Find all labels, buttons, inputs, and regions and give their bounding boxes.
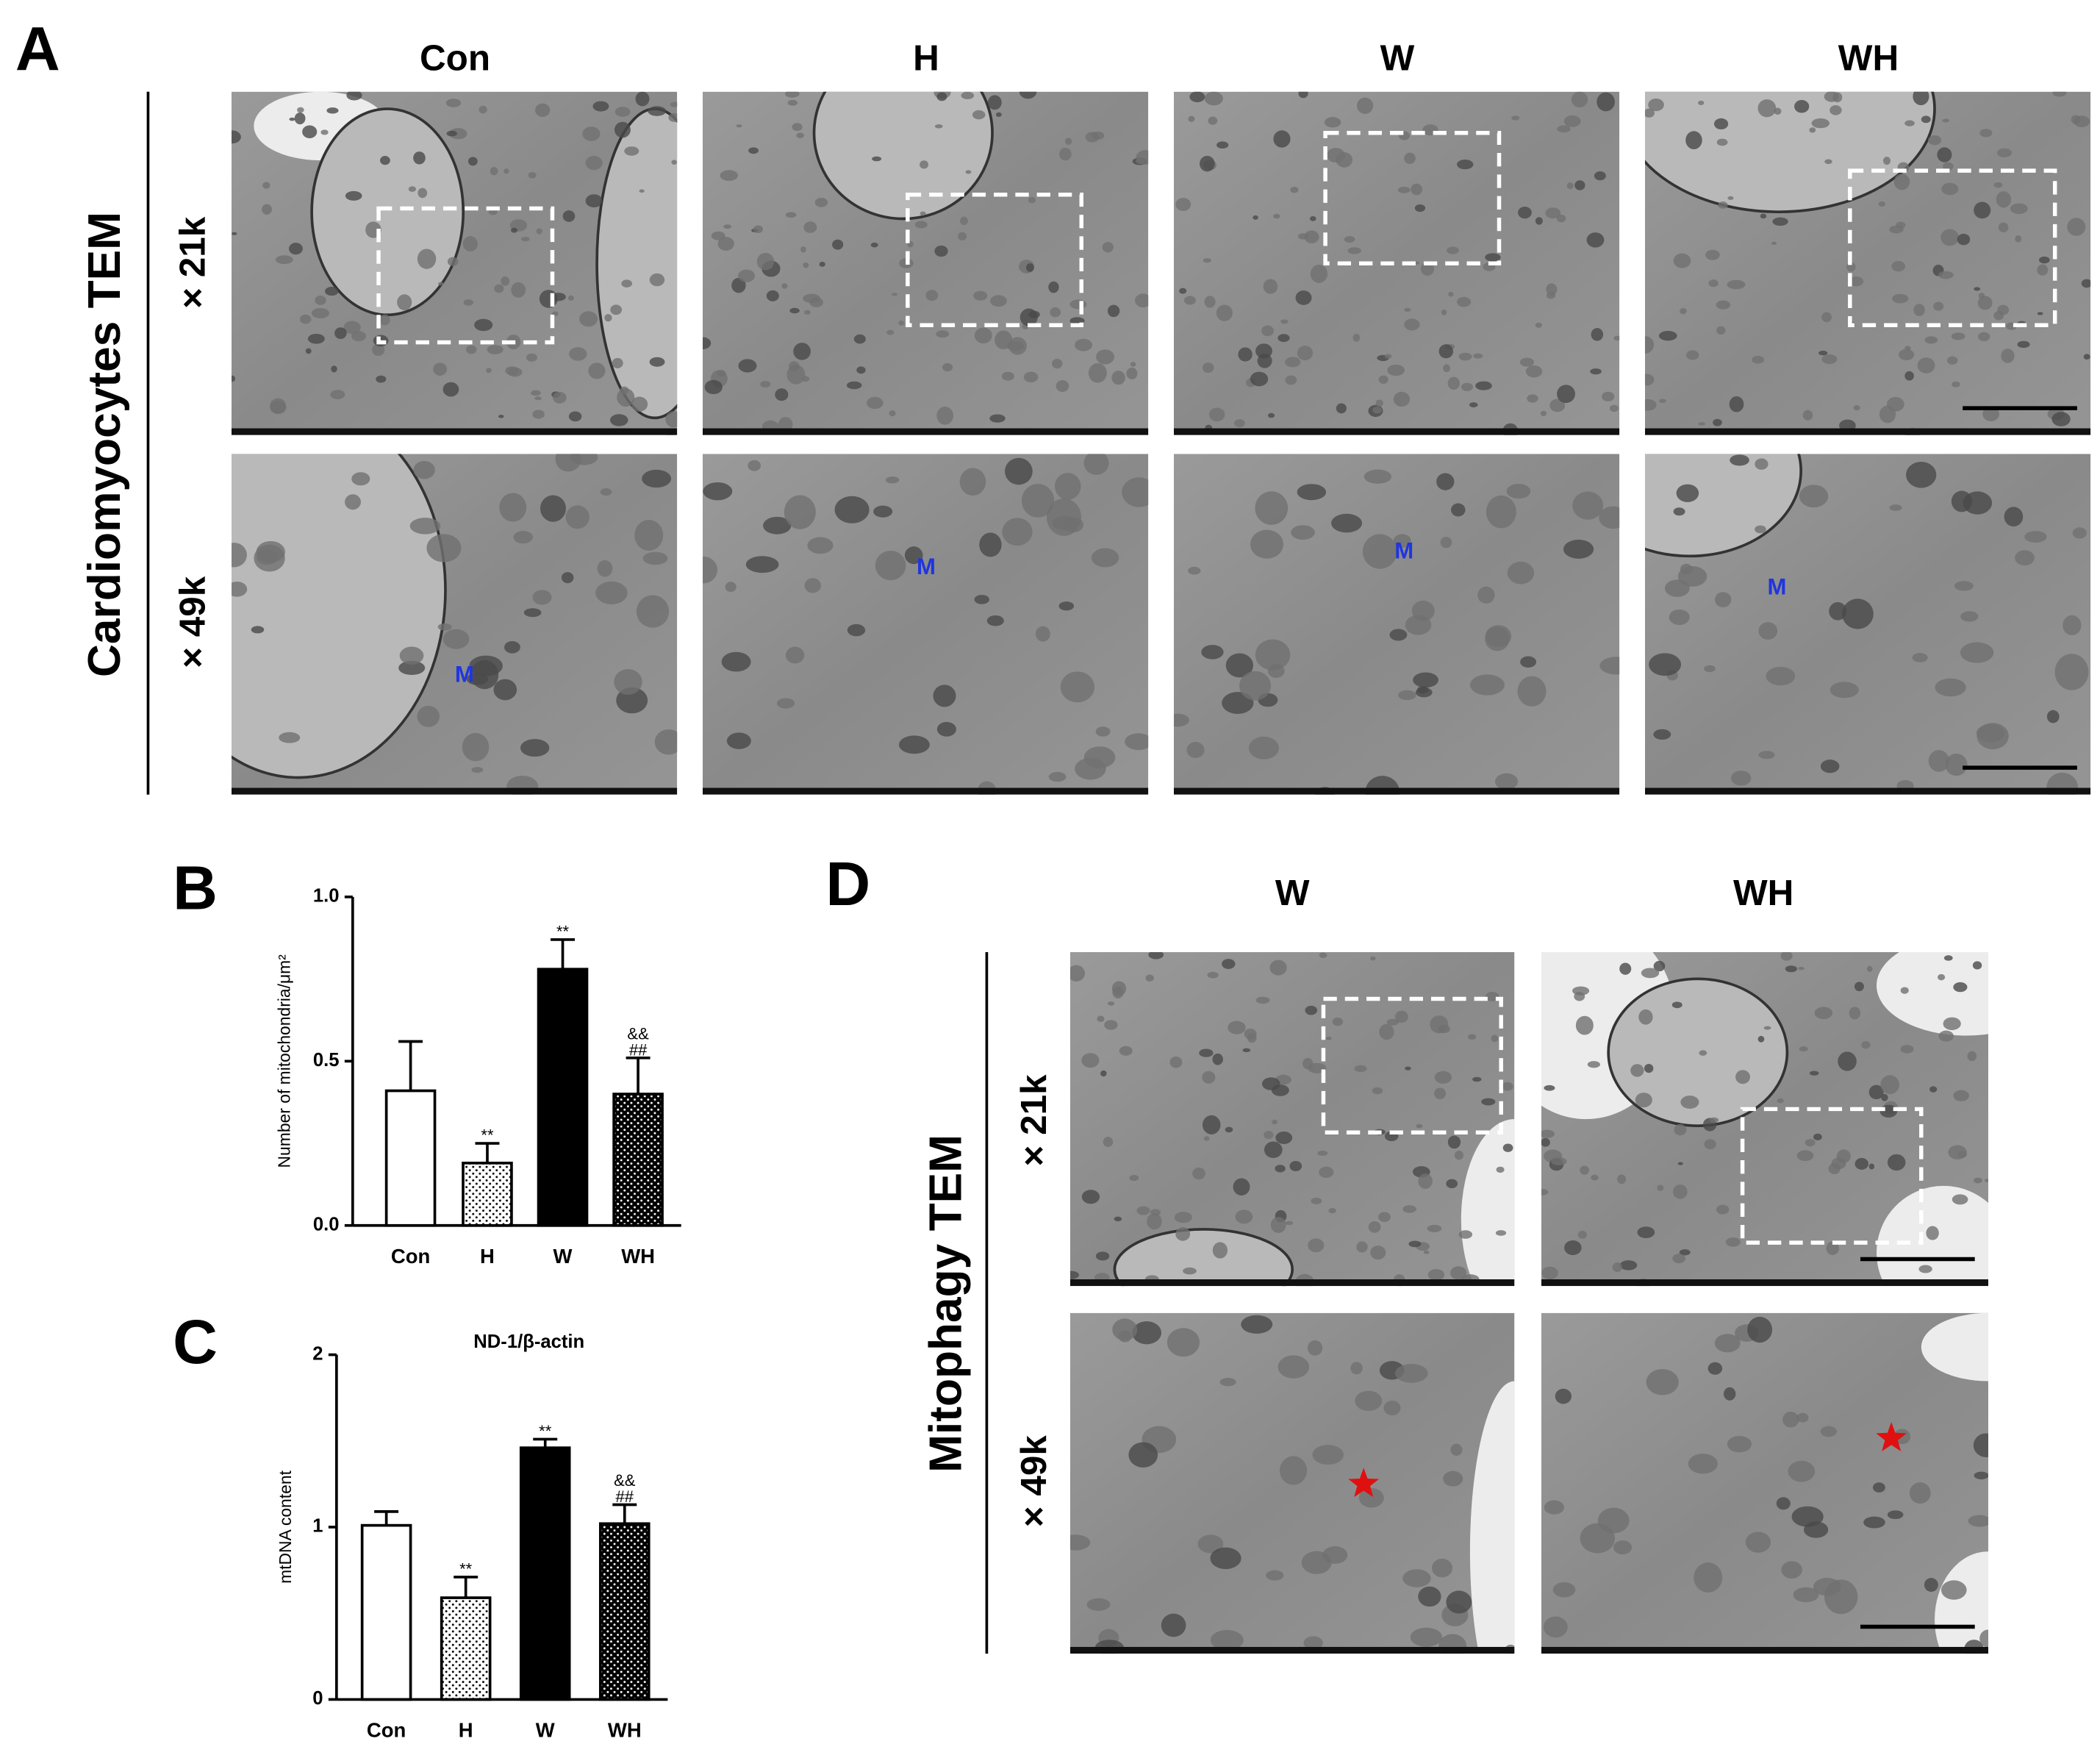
zoom-box [1321, 996, 1503, 1134]
y-tick-label: 0.0 [313, 1215, 340, 1235]
y-axis-label: mtDNA content [276, 1470, 295, 1583]
zoom-box [1323, 130, 1502, 265]
zoom-box [376, 206, 555, 345]
side-title: Mitophagy TEM [921, 1134, 972, 1473]
micrograph [1069, 1312, 1515, 1654]
error-bar [626, 1057, 651, 1094]
bar [519, 1446, 571, 1701]
panel-label: A [15, 15, 60, 84]
x-tick-label: Con [367, 1719, 406, 1742]
star-marker [1348, 1468, 1380, 1498]
significance-label: && [614, 1471, 636, 1490]
side-title: Cardiomyocytes TEM [79, 212, 130, 677]
column-title: W [1380, 38, 1415, 79]
significance-label: ** [459, 1560, 473, 1579]
bar [440, 1596, 492, 1701]
bar [612, 1093, 664, 1227]
x-tick-label: H [480, 1245, 495, 1268]
micrograph [232, 454, 678, 795]
zoom-box [906, 193, 1084, 328]
micrograph [1644, 91, 2091, 435]
y-axis-label: Number of mitochondria/μm² [274, 954, 293, 1168]
column-title: WH [1838, 38, 1899, 79]
mitochondria-label: M [917, 554, 936, 579]
chart-title: ND-1/β-actin [473, 1332, 584, 1352]
error-bar [612, 1503, 637, 1524]
micrograph [232, 91, 678, 435]
panel-label: C [173, 1307, 218, 1376]
bar [598, 1522, 651, 1701]
micrograph [1541, 1312, 1988, 1654]
bar [537, 968, 589, 1227]
zoom-box [1848, 168, 2057, 328]
micrograph [1644, 454, 2091, 795]
micrograph [1069, 951, 1515, 1287]
micrograph [1541, 951, 1988, 1287]
bar-chart: 0.0 0.5 1.0 Number of mitochondria/μm² Con H *… [274, 886, 681, 1268]
micrographs [232, 91, 2091, 1654]
x-tick-label: W [553, 1245, 573, 1268]
error-bar [374, 1510, 399, 1526]
micrograph [702, 454, 1149, 795]
panel-label: D [825, 849, 870, 918]
bar [462, 1162, 513, 1227]
x-tick-label: Con [391, 1245, 430, 1268]
significance-label: ** [481, 1126, 494, 1145]
mitochondria-label: M [455, 662, 474, 687]
row-label: × 49k [1014, 1435, 1054, 1528]
column-title: W [1275, 873, 1310, 913]
panel-label: B [173, 854, 218, 923]
star-marker [1876, 1422, 1907, 1451]
y-tick-label: 1 [312, 1516, 323, 1537]
y-tick-label: 2 [312, 1343, 323, 1364]
bar [384, 1089, 437, 1227]
x-tick-label: W [536, 1719, 555, 1742]
micrograph [1173, 454, 1620, 795]
zoom-box [1740, 1107, 1924, 1245]
y-tick-label: 0 [312, 1688, 323, 1709]
error-bar [398, 1040, 423, 1091]
x-tick-label: WH [621, 1245, 655, 1268]
charts: 0.0 0.5 1.0 Number of mitochondria/μm² Con H *… [274, 886, 681, 1742]
significance-label: ## [629, 1040, 648, 1059]
error-bar [533, 1437, 558, 1448]
error-bar [551, 938, 576, 970]
micrograph [1173, 91, 1620, 435]
row-label: × 21k [1014, 1074, 1054, 1167]
mitochondria-label: M [1394, 537, 1413, 563]
column-title: WH [1733, 873, 1793, 913]
micrograph [702, 91, 1149, 435]
column-title: Con [420, 38, 490, 79]
significance-label: ## [616, 1487, 634, 1506]
significance-label: && [627, 1025, 649, 1043]
mitochondria-label: M [1767, 574, 1786, 600]
significance-label: ** [556, 923, 570, 941]
row-label: × 49k [173, 576, 213, 668]
y-tick-label: 0.5 [313, 1050, 340, 1071]
x-tick-label: H [459, 1719, 473, 1742]
x-tick-label: WH [608, 1719, 642, 1742]
row-label: × 21k [173, 216, 213, 309]
error-bar [454, 1576, 479, 1598]
bar [360, 1523, 412, 1701]
error-bar [475, 1142, 500, 1163]
significance-label: ** [539, 1422, 552, 1440]
bar-chart: 0 1 2 mtDNA content ND-1/β-actin Con H ** W ** WH #… [276, 1332, 668, 1742]
y-tick-label: 1.0 [313, 886, 340, 907]
column-title: H [913, 38, 939, 79]
